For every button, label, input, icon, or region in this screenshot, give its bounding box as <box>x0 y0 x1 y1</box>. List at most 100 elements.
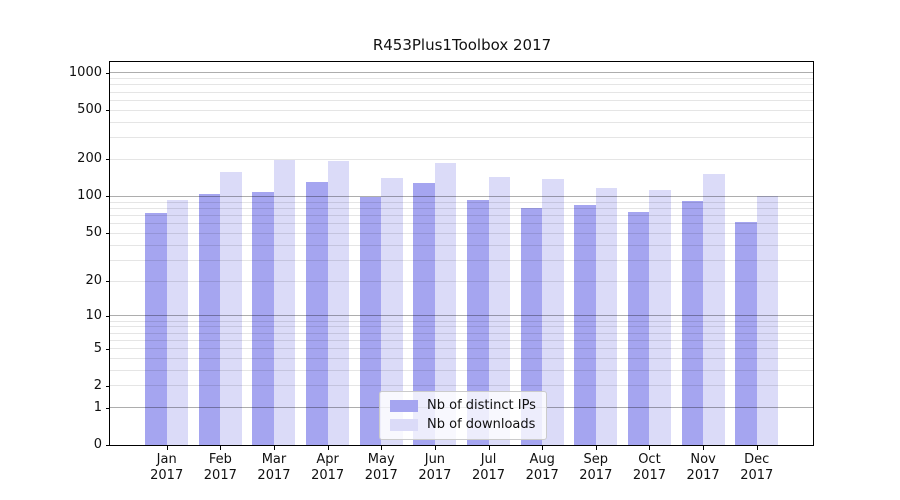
x-tick-label-sep: Sep 2017 <box>579 452 613 483</box>
gridline-minor-900 <box>110 78 814 80</box>
y-tick-label-1: 1 <box>93 399 102 415</box>
x-tick-jul <box>488 446 490 450</box>
bar-downloads-mar <box>273 160 296 445</box>
x-tick-label-jan: Jan 2017 <box>150 452 184 483</box>
gridline-minor-2 <box>110 385 814 387</box>
legend-swatch-distinct-ips <box>390 400 418 412</box>
bar-downloads-dec <box>756 196 779 445</box>
y-tick-label-200: 200 <box>77 151 102 167</box>
bar-downloads-jun <box>434 163 457 445</box>
x-tick-label-mar: Mar 2017 <box>257 452 291 483</box>
x-tick-mar <box>273 446 275 450</box>
gridline-minor-5 <box>110 348 814 349</box>
bar-distinct-ips-oct <box>627 211 650 445</box>
y-tick-2 <box>106 385 110 387</box>
gridline-minor-600 <box>110 99 814 101</box>
gridline-minor-3 <box>110 369 814 371</box>
gridline-minor-800 <box>110 84 814 86</box>
y-tick-50 <box>106 233 110 235</box>
bar-distinct-ips-jun <box>413 183 435 445</box>
bar-downloads-apr <box>327 160 350 445</box>
y-tick-100 <box>106 196 110 198</box>
x-tick-jan <box>166 446 168 450</box>
gridline-minor-6 <box>110 339 814 341</box>
y-tick-label-0: 0 <box>93 437 102 452</box>
y-tick-0 <box>106 445 110 446</box>
x-tick-oct <box>649 446 651 450</box>
chart-title: R453Plus1Toolbox 2017 <box>372 36 552 54</box>
gridline-minor-700 <box>110 91 814 93</box>
gridline-minor-50 <box>110 232 814 234</box>
x-tick-label-jun: Jun 2017 <box>418 452 452 483</box>
x-tick-sep <box>595 446 597 450</box>
x-tick-label-oct: Oct 2017 <box>632 452 666 483</box>
bar-distinct-ips-may <box>359 197 382 445</box>
bar-distinct-ips-mar <box>252 192 274 445</box>
bar-distinct-ips-aug <box>520 208 543 445</box>
x-tick-jun <box>434 446 436 450</box>
gridline-minor-7 <box>110 332 814 334</box>
bar-downloads-sep <box>595 188 618 445</box>
bar-downloads-aug <box>542 178 564 445</box>
gridline-minor-300 <box>110 137 814 139</box>
x-tick-nov <box>703 446 705 450</box>
legend-item-distinct-ips: Nb of distinct IPs <box>390 398 536 414</box>
x-tick-label-nov: Nov 2017 <box>686 452 720 483</box>
legend-label-downloads: Nb of downloads <box>427 417 536 432</box>
y-tick-5 <box>106 348 110 350</box>
bar-downloads-may <box>381 177 403 445</box>
gridline-minor-8 <box>110 326 814 328</box>
x-tick-label-jul: Jul 2017 <box>471 452 506 483</box>
bar-distinct-ips-jul <box>467 200 489 445</box>
y-tick-label-20: 20 <box>85 273 102 289</box>
bar-downloads-jul <box>488 176 511 445</box>
bar-distinct-ips-feb <box>198 194 221 445</box>
legend-item-downloads: Nb of downloads <box>390 417 536 433</box>
bar-distinct-ips-jan <box>145 213 167 445</box>
x-tick-apr <box>327 446 329 450</box>
x-tick-label-aug: Aug 2017 <box>525 452 559 483</box>
y-tick-label-2: 2 <box>93 377 102 393</box>
y-tick-label-50: 50 <box>85 225 102 241</box>
y-tick-1 <box>106 407 110 409</box>
gridline-minor-40 <box>110 244 814 246</box>
gridline-minor-20 <box>110 280 814 282</box>
y-tick-1000 <box>106 72 110 74</box>
y-tick-500 <box>106 110 110 112</box>
y-tick-200 <box>106 159 110 161</box>
legend: Nb of distinct IPs Nb of downloads <box>379 391 547 440</box>
gridline-minor-500 <box>110 109 814 111</box>
gridline-major-1000 <box>110 72 814 74</box>
gridline-minor-70 <box>110 214 814 216</box>
y-tick-label-100: 100 <box>77 188 102 204</box>
bar-distinct-ips-apr <box>306 182 328 445</box>
x-tick-dec <box>756 446 758 450</box>
x-tick-label-apr: Apr 2017 <box>311 452 345 483</box>
y-tick-20 <box>106 281 110 283</box>
gridline-minor-60 <box>110 223 814 225</box>
y-tick-label-500: 500 <box>77 102 102 118</box>
bar-distinct-ips-dec <box>735 221 757 445</box>
gridline-minor-4 <box>110 357 814 359</box>
gridline-minor-400 <box>110 121 814 123</box>
y-tick-10 <box>106 315 110 317</box>
bar-downloads-feb <box>220 172 242 445</box>
gridline-minor-30 <box>110 259 814 261</box>
legend-swatch-downloads <box>390 419 418 431</box>
x-tick-label-dec: Dec 2017 <box>740 452 774 483</box>
y-tick-label-1000: 1000 <box>68 64 102 80</box>
bar-downloads-oct <box>649 189 671 445</box>
y-tick-label-10: 10 <box>85 307 102 323</box>
gridline-major-100 <box>110 195 814 197</box>
x-tick-label-feb: Feb 2017 <box>203 452 237 483</box>
bar-distinct-ips-nov <box>681 201 704 445</box>
gridline-minor-80 <box>110 207 814 209</box>
gridline-minor-9 <box>110 320 814 322</box>
gridline-minor-200 <box>110 158 814 160</box>
x-tick-feb <box>220 446 222 450</box>
bar-downloads-jan <box>166 199 189 445</box>
x-tick-label-may: May 2017 <box>364 452 398 483</box>
legend-label-distinct-ips: Nb of distinct IPs <box>427 398 536 413</box>
y-tick-label-5: 5 <box>93 340 102 356</box>
